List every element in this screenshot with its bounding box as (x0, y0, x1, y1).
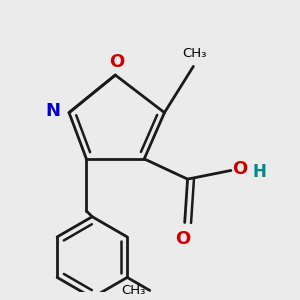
Text: N: N (45, 102, 60, 120)
Text: H: H (253, 163, 266, 181)
Text: CH₃: CH₃ (121, 284, 146, 297)
Text: O: O (176, 230, 191, 248)
Text: O: O (232, 160, 247, 178)
Text: CH₃: CH₃ (183, 47, 207, 60)
Text: O: O (109, 53, 124, 71)
